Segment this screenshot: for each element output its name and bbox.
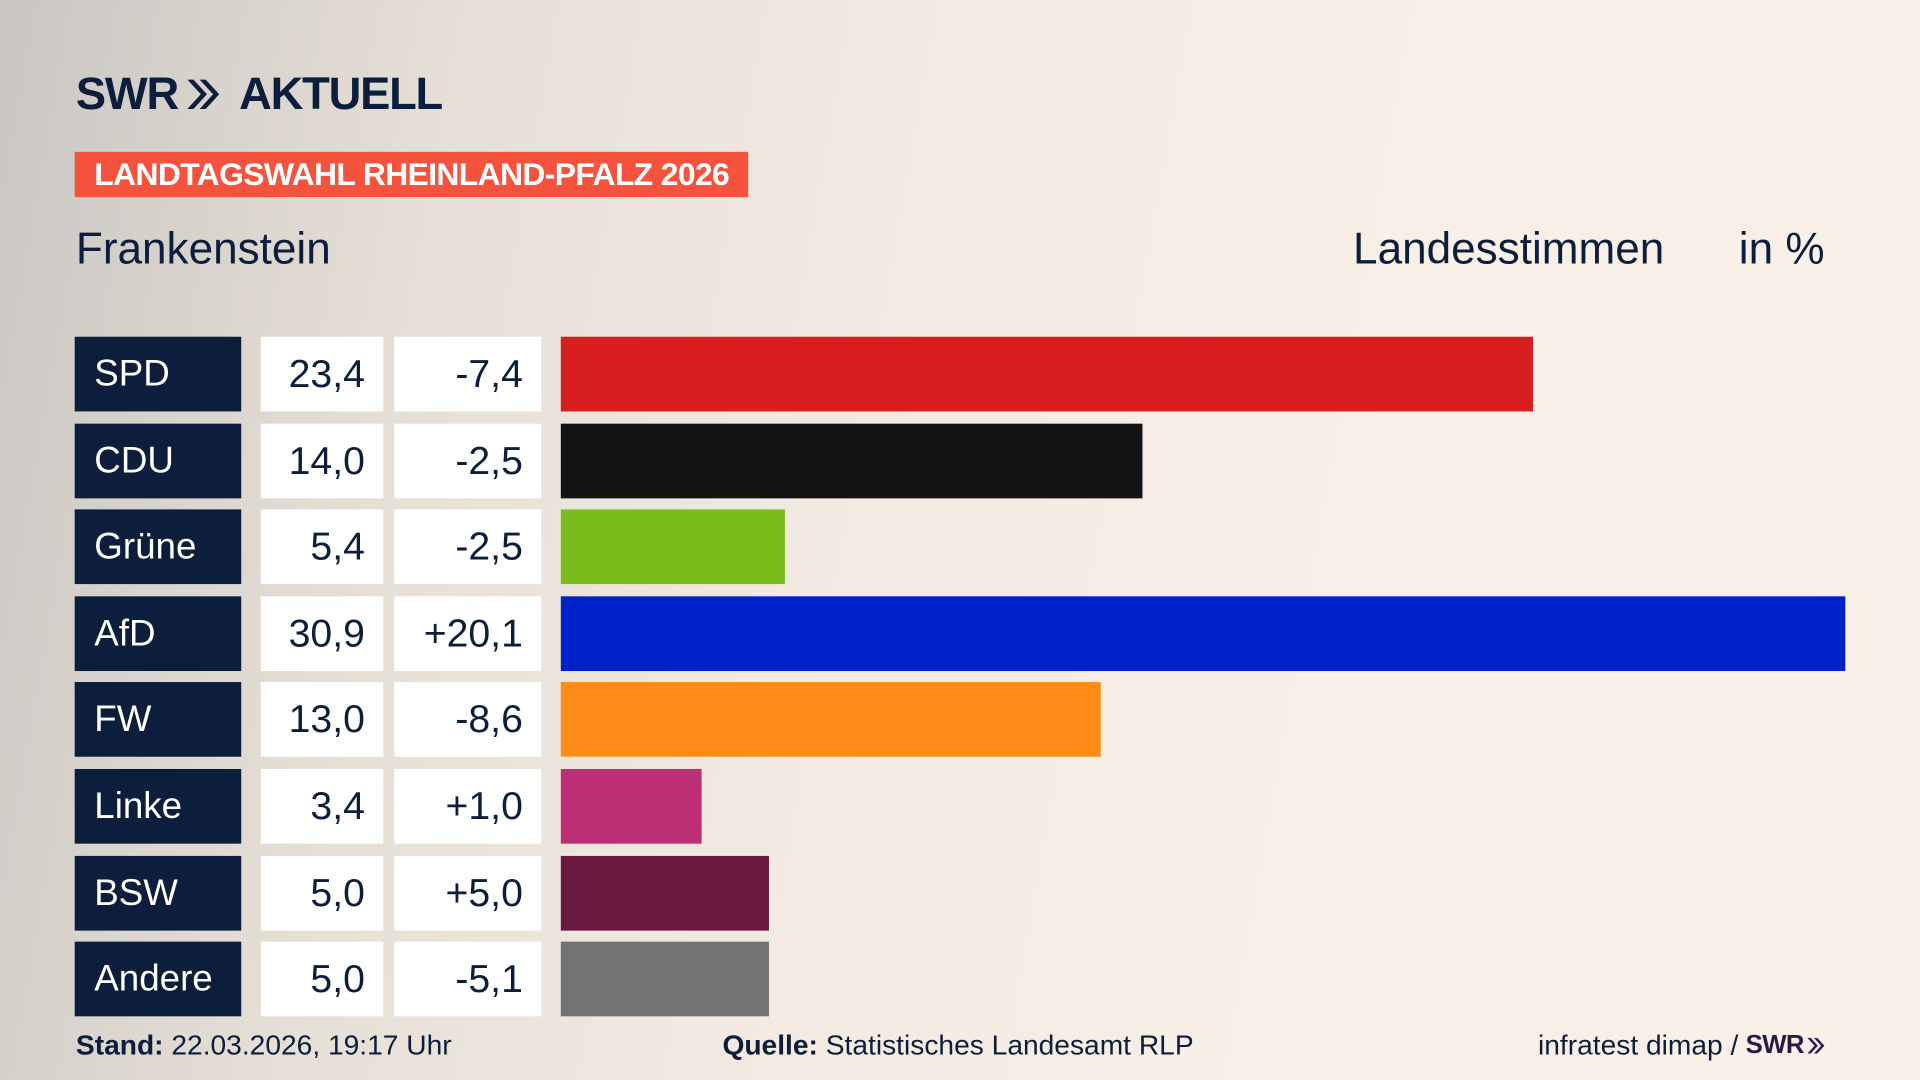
bar-fw bbox=[560, 682, 1102, 758]
double-chevron-icon bbox=[1807, 1037, 1825, 1053]
party-label: SPD bbox=[74, 336, 242, 412]
election-tag: LANDTAGSWAHL RHEINLAND-PFALZ 2026 bbox=[74, 151, 749, 198]
source-value: Statistisches Landesamt RLP bbox=[825, 1028, 1194, 1061]
timestamp: Stand: 22.03.2026, 19:17 Uhr bbox=[76, 1029, 452, 1062]
double-chevron-icon bbox=[187, 79, 220, 109]
result-row: FW 13,0 -8,6 bbox=[0, 682, 1920, 758]
party-label: Andere bbox=[74, 941, 242, 1017]
change-label: -5,1 bbox=[394, 941, 542, 1017]
result-row: Linke 3,4 +1,0 bbox=[0, 768, 1920, 844]
change-label: +20,1 bbox=[394, 596, 542, 671]
change-label: -7,4 bbox=[394, 336, 542, 412]
party-label: CDU bbox=[74, 423, 242, 498]
value-label: 5,4 bbox=[260, 509, 384, 585]
bar-spd bbox=[560, 336, 1534, 412]
credit: infratest dimap / SWR bbox=[1538, 1029, 1826, 1062]
timestamp-value: 22.03.2026, 19:17 Uhr bbox=[171, 1028, 452, 1061]
change-label: +5,0 bbox=[394, 855, 542, 931]
value-label: 3,4 bbox=[260, 768, 384, 844]
change-label: +1,0 bbox=[394, 768, 542, 844]
unit-label: in % bbox=[1738, 222, 1825, 274]
change-label: -2,5 bbox=[394, 423, 542, 498]
value-label: 30,9 bbox=[260, 596, 384, 671]
bar-linke bbox=[560, 768, 703, 844]
timestamp-label: Stand: bbox=[75, 1028, 164, 1061]
credit-text: infratest dimap / bbox=[1537, 1028, 1739, 1061]
bar-grne bbox=[560, 509, 786, 585]
constituency-title: Frankenstein bbox=[75, 222, 331, 274]
result-row: BSW 5,0 +5,0 bbox=[0, 855, 1920, 931]
value-label: 13,0 bbox=[260, 682, 384, 758]
result-row: AfD 30,9 +20,1 bbox=[0, 596, 1920, 671]
value-label: 5,0 bbox=[260, 855, 384, 931]
bar-andere bbox=[560, 941, 769, 1017]
source: Quelle: Statistisches Landesamt RLP bbox=[722, 1029, 1193, 1062]
result-row: Grüne 5,4 -2,5 bbox=[0, 509, 1920, 585]
party-label: Grüne bbox=[74, 509, 242, 585]
bar-afd bbox=[560, 596, 1846, 671]
result-row: Andere 5,0 -5,1 bbox=[0, 941, 1920, 1017]
result-row: CDU 14,0 -2,5 bbox=[0, 423, 1920, 498]
measure-label: Landesstimmen bbox=[1353, 222, 1665, 274]
bar-cdu bbox=[560, 423, 1143, 498]
result-row: SPD 23,4 -7,4 bbox=[0, 336, 1920, 412]
bar-bsw bbox=[560, 855, 769, 931]
swr-logo-small: SWR bbox=[1745, 1030, 1805, 1059]
change-label: -8,6 bbox=[394, 682, 542, 758]
value-label: 5,0 bbox=[260, 941, 384, 1017]
party-label: FW bbox=[74, 682, 242, 758]
change-label: -2,5 bbox=[394, 509, 542, 585]
value-label: 14,0 bbox=[260, 423, 384, 498]
party-label: Linke bbox=[74, 768, 242, 844]
source-label: Quelle: bbox=[722, 1028, 818, 1061]
party-label: AfD bbox=[74, 596, 242, 671]
party-label: BSW bbox=[74, 855, 242, 931]
value-label: 23,4 bbox=[260, 336, 384, 412]
swr-aktuell-logo: SWR AKTUELL bbox=[75, 68, 443, 119]
